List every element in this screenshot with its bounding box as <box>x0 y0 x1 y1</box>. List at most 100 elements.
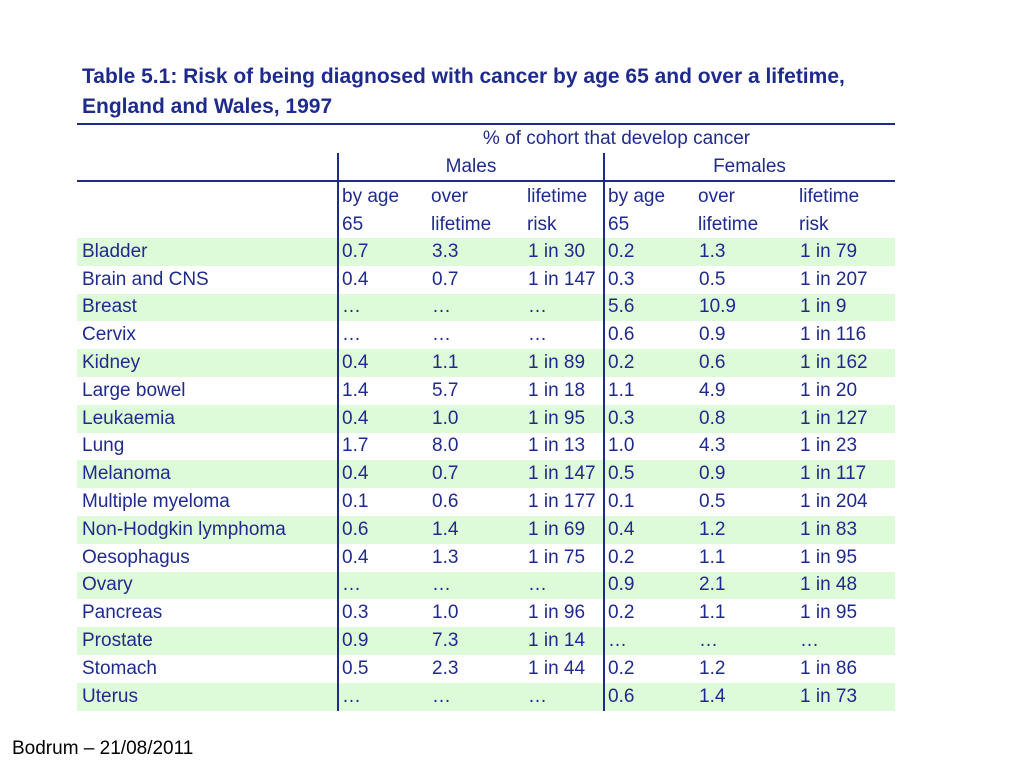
footer-note: Bodrum – 21/08/2011 <box>12 738 194 759</box>
table-cell: 8.0 <box>432 435 459 457</box>
table-cell: 4.3 <box>699 435 726 457</box>
table-cell: 1.1 <box>427 349 523 377</box>
row-label: Bladder <box>77 238 338 266</box>
table-cell: 2.3 <box>432 657 459 679</box>
table-cell: 1 in 18 <box>528 379 586 401</box>
table-cell: 0.8 <box>694 404 795 433</box>
group-header-males: Males <box>445 156 497 177</box>
subheader-females-lifetime-risk: lifetime risk <box>799 186 860 235</box>
table-cell: 1.0 <box>432 602 459 624</box>
table-cell: 1.4 <box>427 515 523 544</box>
table-row: Non-Hodgkin lymphoma 0.6 1.4 1 in 69 0.4 1.2 1… <box>77 515 895 544</box>
table-row: Multiple myeloma 0.1 0.6 1 in 177 0.1 0.5 1 in… <box>77 488 895 516</box>
table-cell: 0.5 <box>337 654 427 683</box>
group-header-females: Females <box>713 156 786 177</box>
table-row: Stomach 0.5 2.3 1 in 44 0.2 1.2 1 in 86 <box>77 654 895 683</box>
table-cell: 2.1 <box>694 571 795 600</box>
table-row: Breast……… 5.6 10.9 1 in 9 <box>77 293 895 322</box>
table-cell: 10.9 <box>694 293 795 322</box>
table-cell: 0.5 <box>699 491 726 513</box>
table-cell: … <box>795 627 895 655</box>
row-label: Multiple myeloma <box>82 491 230 513</box>
table-cell: 1 in 75 <box>528 546 586 568</box>
cancer-risk-table: Bladder 0.7 3.3 1 in 30 0.2 1.3 1 in 79 Brain a… <box>77 238 896 711</box>
table-cell: 0.2 <box>603 349 694 377</box>
table-cell: 0.4 <box>337 460 427 489</box>
table-cell: 1 in 204 <box>800 491 868 513</box>
table-cell: 1 in 14 <box>523 627 604 655</box>
table-cell: … <box>432 324 451 346</box>
table-cell: … <box>427 293 523 322</box>
table-cell: 0.9 <box>337 627 427 655</box>
table-cell: 1 in 73 <box>795 682 895 711</box>
table-cell: 4.9 <box>699 379 726 401</box>
row-label: Prostate <box>77 627 338 655</box>
subheader-females-by-age-65: by age 65 <box>608 186 666 235</box>
table-cell: 1 in 116 <box>800 324 867 346</box>
table-cell: 7.3 <box>427 627 523 655</box>
table-cell: 0.9 <box>603 571 694 600</box>
table-cell: 0.2 <box>603 543 694 572</box>
table-cell: … <box>337 682 427 711</box>
table-cell: 1 in 23 <box>800 435 858 457</box>
table-row: Oesophagus 0.4 1.3 1 in 75 0.2 1.1 1 in 95 <box>77 543 895 572</box>
table-cell: 1 in 117 <box>795 460 895 489</box>
super-header: % of cohort that develop cancer <box>482 128 751 149</box>
table-row: Prostate 0.9 7.3 1 in 14……… <box>77 627 895 655</box>
row-label: Ovary <box>77 571 338 600</box>
table-cell: 0.4 <box>337 265 427 294</box>
table-row: Bladder 0.7 3.3 1 in 30 0.2 1.3 1 in 79 <box>77 238 895 266</box>
row-label: Large bowel <box>82 379 186 401</box>
header-divider-left <box>337 153 339 238</box>
table-cell: 1 in 69 <box>523 515 604 544</box>
table-row: Ovary……… 0.9 2.1 1 in 48 <box>77 571 895 600</box>
table-cell: 1 in 95 <box>523 404 604 433</box>
table-cell: 0.4 <box>337 404 427 433</box>
table-cell: 1.2 <box>699 657 726 679</box>
table-cell: 1.0 <box>427 404 523 433</box>
table-cell: … <box>337 571 427 600</box>
table-cell: … <box>523 571 604 600</box>
table-row: Large bowel 1.4 5.7 1 in 18 1.1 4.9 1 in 20 <box>77 376 895 405</box>
row-label: Leukaemia <box>77 404 338 433</box>
table-row: Leukaemia 0.4 1.0 1 in 95 0.3 0.8 1 in 127 <box>77 404 895 433</box>
table-title: Table 5.1: Risk of being diagnosed with … <box>82 65 845 118</box>
table-cell: 1 in 95 <box>800 546 858 568</box>
row-label: Kidney <box>77 349 338 377</box>
table-cell: 0.4 <box>603 515 694 544</box>
table-cell: 0.2 <box>603 654 694 683</box>
table-cell: 0.5 <box>603 460 694 489</box>
row-label: Oesophagus <box>82 546 190 568</box>
table-cell: 0.1 <box>337 488 427 516</box>
row-label: Uterus <box>77 682 338 711</box>
table-cell: 3.3 <box>427 238 523 266</box>
table-cell: 1.3 <box>432 546 459 568</box>
table-cell: 1.1 <box>699 602 726 624</box>
row-label: Non-Hodgkin lymphoma <box>77 515 338 544</box>
table-row: Pancreas 0.3 1.0 1 in 96 0.2 1.1 1 in 95 <box>77 599 895 628</box>
table-cell: 1.0 <box>603 432 694 461</box>
table-cell: 1.2 <box>694 515 795 544</box>
table-cell: 0.9 <box>694 460 795 489</box>
table-row: Uterus……… 0.6 1.4 1 in 73 <box>77 682 895 711</box>
row-label: Stomach <box>82 657 157 679</box>
table-cell: 1.3 <box>694 238 795 266</box>
table-cell: 1 in 89 <box>523 349 604 377</box>
table-cell: … <box>427 571 523 600</box>
table-cell: 1.4 <box>694 682 795 711</box>
table-cell: 1 in 147 <box>528 268 596 290</box>
table-row: Kidney 0.4 1.1 1 in 89 0.2 0.6 1 in 162 <box>77 349 895 377</box>
table-row: Melanoma 0.4 0.7 1 in 147 0.5 0.9 1 in 117 <box>77 460 895 489</box>
table-cell: 1 in 13 <box>528 435 586 457</box>
table-cell: 0.3 <box>337 599 427 628</box>
table-cell: 1.1 <box>603 376 694 405</box>
table-cell: 0.7 <box>337 238 427 266</box>
table-cell: 0.5 <box>699 268 726 290</box>
table-row: Lung 1.7 8.0 1 in 13 1.0 4.3 1 in 23 <box>77 432 895 461</box>
table-cell: 0.6 <box>694 349 795 377</box>
table-cell: … <box>337 293 427 322</box>
table-cell: 1 in 44 <box>528 657 586 679</box>
table-cell: 0.6 <box>603 682 694 711</box>
table-row: Brain and CNS 0.4 0.7 1 in 147 0.3 0.5 1 in 20… <box>77 265 895 294</box>
table-cell: 0.1 <box>603 488 694 516</box>
